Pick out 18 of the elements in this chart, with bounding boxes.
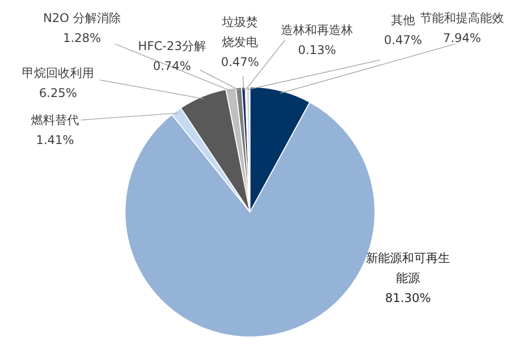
data-label: 1.41%: [36, 133, 74, 147]
slice-label: 其他: [391, 13, 415, 27]
slice-label: 造林和再造林: [281, 23, 353, 37]
slice-label: 燃料替代: [31, 113, 79, 127]
slice-label: 垃圾焚烧发电: [221, 15, 258, 49]
data-label: 0.47%: [384, 33, 422, 47]
data-label: 0.74%: [152, 59, 192, 73]
data-label: 6.25%: [38, 86, 78, 100]
slice-label: 节能和提高能效: [420, 11, 504, 25]
data-label: 0.13%: [298, 43, 336, 57]
slice-label: 新能源和可再生能源: [366, 251, 450, 285]
data-label: 81.30%: [385, 291, 431, 305]
data-label: 7.94%: [442, 31, 482, 45]
slice-label: 甲烷回收利用: [22, 66, 94, 80]
slice-label: HFC-23分解: [138, 39, 206, 53]
slice-label: N2O 分解消除: [43, 11, 121, 25]
data-label: 0.47%: [220, 55, 260, 69]
data-label: 1.28%: [62, 31, 102, 45]
